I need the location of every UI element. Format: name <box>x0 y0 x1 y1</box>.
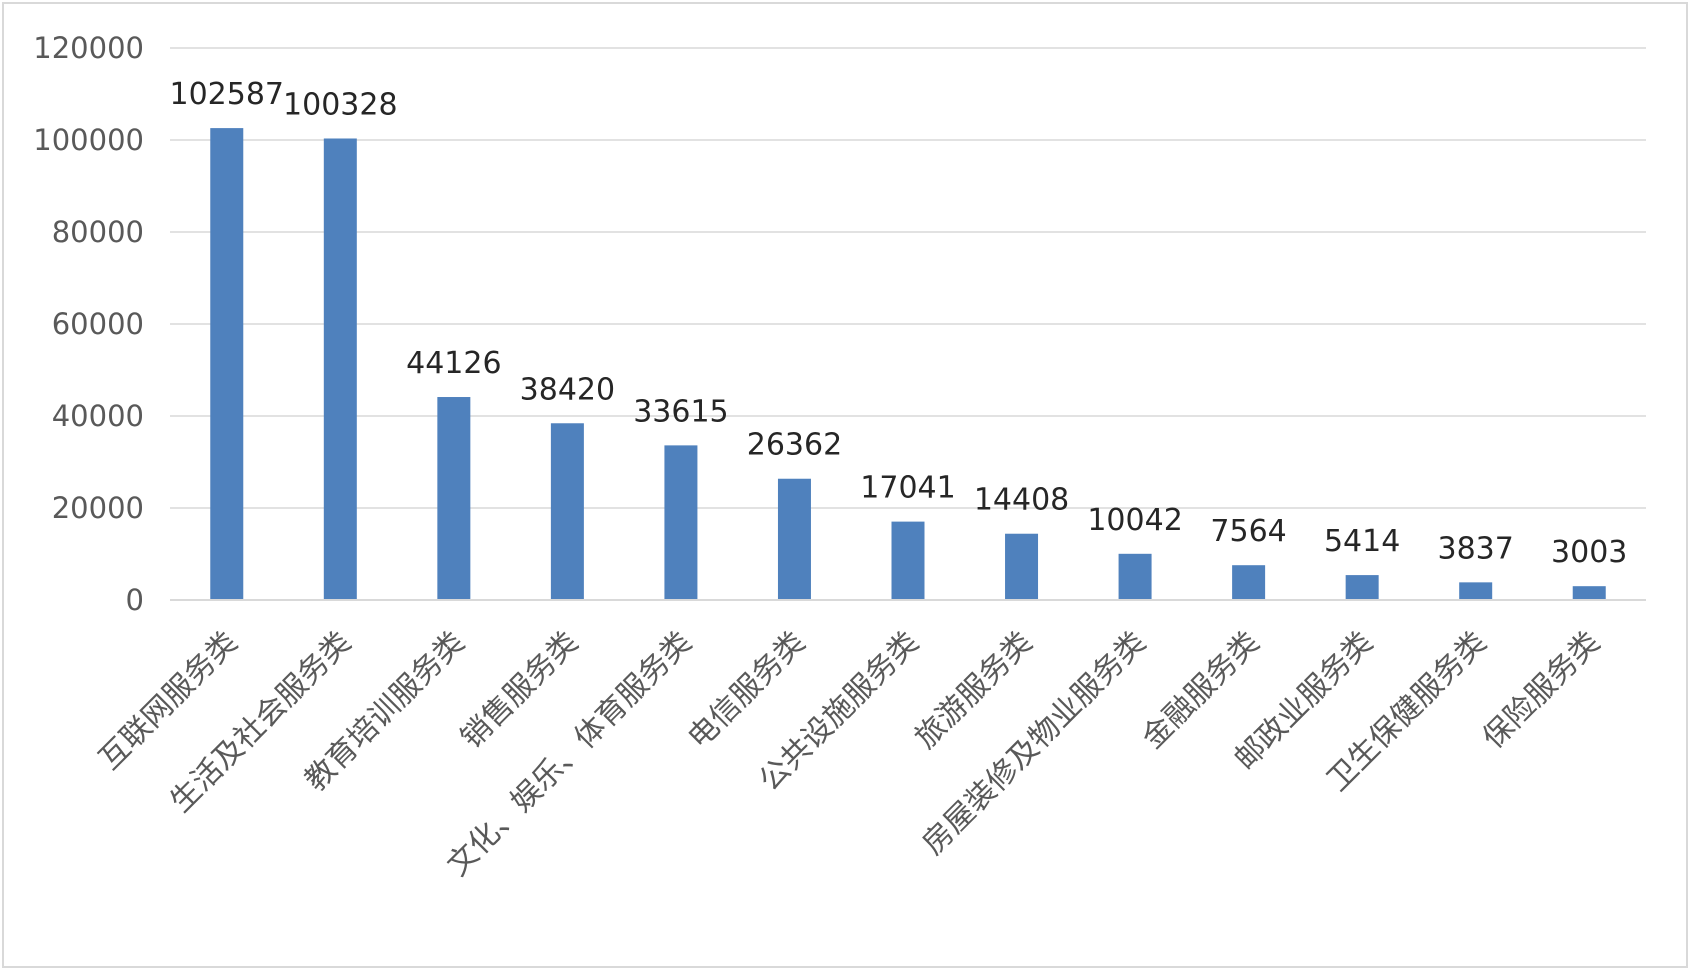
data-label: 14408 <box>974 483 1069 518</box>
y-tick-label: 40000 <box>52 399 144 433</box>
data-label: 10042 <box>1087 503 1182 538</box>
y-tick-label: 100000 <box>33 123 144 157</box>
bar-chart: 0 20000 40000 60000 80000 100000 120000 102587… <box>33 31 1646 883</box>
bar <box>1232 565 1266 600</box>
category-label: 房屋装修及物业服务类 <box>916 625 1153 862</box>
category-label: 保险服务类 <box>1476 625 1607 756</box>
data-label: 3837 <box>1438 531 1514 566</box>
y-tick-label: 20000 <box>52 491 144 525</box>
data-label: 3003 <box>1551 535 1627 570</box>
bar <box>1459 582 1493 600</box>
data-label: 33615 <box>633 394 728 429</box>
gridlines <box>170 47 1646 509</box>
bar <box>1118 553 1152 600</box>
data-label: 26362 <box>747 428 842 463</box>
bar <box>550 423 584 600</box>
bar <box>1005 533 1039 600</box>
y-tick-label: 60000 <box>52 307 144 341</box>
y-tick-label: 120000 <box>33 31 144 65</box>
bar <box>323 138 357 600</box>
data-label: 38420 <box>520 372 615 407</box>
y-axis-tick-labels: 0 20000 40000 60000 80000 100000 120000 <box>33 31 144 617</box>
data-label: 7564 <box>1210 514 1286 549</box>
data-label: 17041 <box>860 471 955 506</box>
bar <box>777 478 811 600</box>
data-label: 102587 <box>170 77 285 112</box>
bar <box>437 397 471 600</box>
data-label: 44126 <box>406 346 501 381</box>
y-tick-label: 80000 <box>52 215 144 249</box>
bar <box>891 521 925 600</box>
data-label: 100328 <box>283 87 398 122</box>
bar <box>1572 586 1606 600</box>
bar <box>1345 575 1379 600</box>
bar <box>210 128 244 600</box>
data-label: 5414 <box>1324 524 1400 559</box>
data-labels: 102587 100328 44126 38420 33615 26362 17041 144… <box>170 77 1628 570</box>
bars <box>210 128 1606 600</box>
y-tick-label: 0 <box>126 583 144 617</box>
bar <box>664 445 698 600</box>
x-axis-category-labels: 互联网服务类生活及社会服务类教育培训服务类销售服务类文化、娱乐、体育服务类电信服… <box>92 625 1606 883</box>
